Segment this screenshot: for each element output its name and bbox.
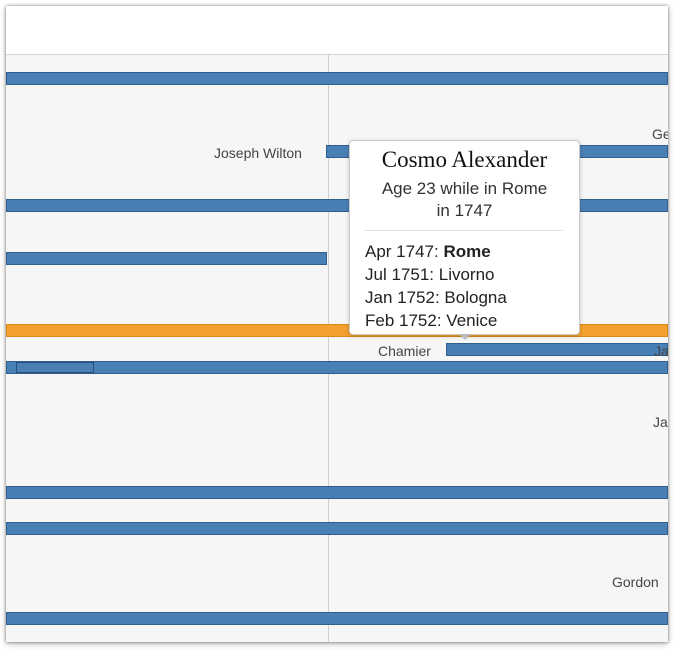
stop-place: Bologna: [444, 288, 507, 307]
traveler-name-label[interactable]: Gordon: [612, 574, 659, 590]
app-window: Ge Joseph Wilton Chamier Ja Ja Gordon Co…: [6, 6, 668, 642]
tooltip-divider: [364, 230, 563, 231]
traveler-bar[interactable]: [6, 72, 668, 85]
tooltip-traveler-name: Cosmo Alexander: [381, 147, 548, 172]
stop-place-current: Rome: [443, 242, 491, 261]
top-toolbar: [6, 6, 668, 55]
tooltip-stop: Jul 1751: Livorno: [365, 265, 495, 285]
traveler-bar[interactable]: [6, 486, 668, 499]
stop-date: Apr 1747:: [365, 242, 439, 261]
traveler-name-label[interactable]: Ja: [654, 343, 668, 359]
traveler-bar[interactable]: [6, 612, 668, 625]
traveler-tooltip: Cosmo Alexander Age 23 while in Rome in …: [349, 140, 580, 340]
traveler-segment[interactable]: [16, 362, 94, 373]
traveler-name-label[interactable]: Ja: [653, 414, 668, 430]
tooltip-stop: Apr 1747: Rome: [365, 242, 491, 262]
year-gridline: [328, 55, 329, 642]
tooltip-year-line: in 1747: [436, 201, 493, 220]
stop-date: Feb 1752:: [365, 311, 442, 330]
stop-date: Jul 1751:: [365, 265, 434, 284]
traveler-name-label[interactable]: Ge: [652, 126, 668, 142]
traveler-bar[interactable]: [6, 361, 668, 374]
traveler-name-label[interactable]: Joseph Wilton: [214, 145, 302, 161]
stop-place: Livorno: [438, 265, 495, 284]
traveler-bar[interactable]: [6, 252, 327, 265]
traveler-bar[interactable]: [6, 522, 668, 535]
stop-date: Jan 1752:: [365, 288, 440, 307]
traveler-bar-chamier[interactable]: [446, 343, 668, 356]
stop-place: Venice: [446, 311, 498, 330]
traveler-name-label[interactable]: Chamier: [378, 343, 431, 359]
tooltip-stop: Feb 1752: Venice: [365, 311, 497, 331]
tooltip-stop: Jan 1752: Bologna: [365, 288, 507, 308]
tooltip-pointer: [459, 334, 471, 340]
tooltip-age-line: Age 23 while in Rome: [381, 179, 548, 198]
